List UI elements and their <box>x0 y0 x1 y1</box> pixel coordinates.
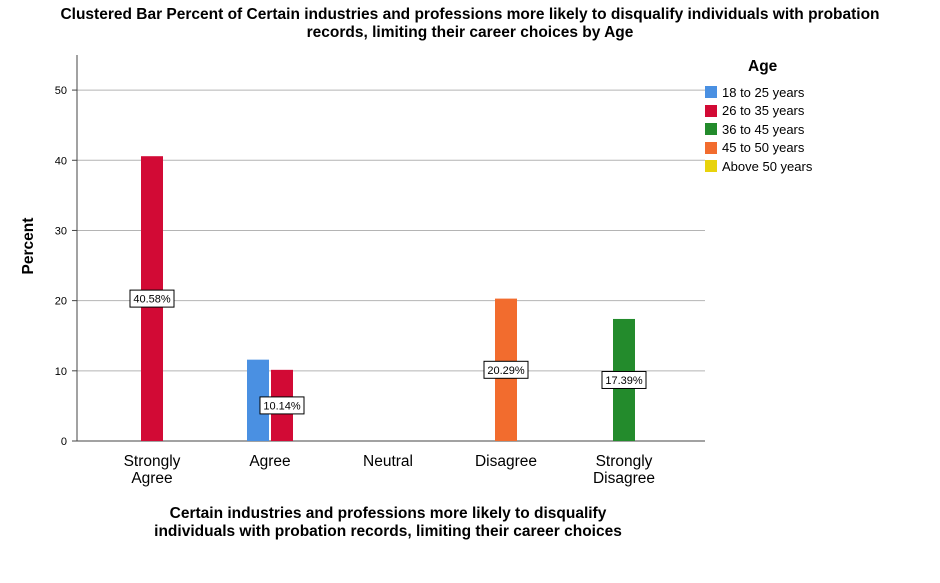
legend-title: Age <box>748 58 778 75</box>
data-label: 40.58% <box>133 294 171 306</box>
data-label-box <box>483 360 529 379</box>
x-axis-label: Certain industries and professions more … <box>88 505 688 541</box>
y-axis-label: Percent <box>20 217 37 275</box>
y-tick-label: 10 <box>55 366 67 378</box>
x-axis-label-line-2: individuals with probation records, limi… <box>154 523 622 540</box>
data-label-box <box>601 370 647 389</box>
legend-label: 18 to 25 years <box>722 84 805 100</box>
chart-title: Clustered Bar Percent of Certain industr… <box>0 6 940 42</box>
legend-label: 26 to 35 years <box>722 103 805 119</box>
y-tick-label: 30 <box>55 225 67 237</box>
bar <box>247 359 269 441</box>
x-tick-label: Agree <box>249 453 290 470</box>
legend-item: 36 to 45 years <box>705 120 812 139</box>
legend-item: Above 50 years <box>705 157 812 176</box>
x-tick-label: Neutral <box>363 453 413 470</box>
data-label-box <box>259 396 305 415</box>
legend-item: 18 to 25 years <box>705 83 812 102</box>
data-labels: 40.58% 10.14% 20.29% 17.39% <box>129 289 647 415</box>
data-label: 17.39% <box>605 375 643 387</box>
x-tick-label: Strongly Disagree <box>593 453 655 487</box>
bars <box>141 156 635 441</box>
y-tick-label: 20 <box>55 296 67 308</box>
y-tick-label: 0 <box>61 436 67 448</box>
x-axis-label-line-1: Certain industries and professions more … <box>169 505 607 522</box>
legend-label: 45 to 50 years <box>722 140 805 156</box>
data-label-box <box>129 289 175 308</box>
legend-label: Above 50 years <box>722 158 813 174</box>
legend: Age 18 to 25 years 26 to 35 years 36 to 45… <box>705 58 812 176</box>
data-label: 20.29% <box>487 365 525 377</box>
legend-swatch <box>705 160 717 173</box>
y-tick-label: 40 <box>55 155 67 167</box>
axes: 0 10 20 30 40 50 Strongly Agree Agree Neutral Disa… <box>55 55 705 487</box>
data-label: 10.14% <box>263 400 301 412</box>
legend-swatch <box>705 141 717 154</box>
legend-swatch <box>705 86 717 99</box>
legend-swatch <box>705 123 717 136</box>
x-tick-label: Strongly Agree <box>124 453 181 487</box>
y-tick-label: 50 <box>55 85 67 97</box>
legend-swatch <box>705 104 717 117</box>
legend-item: 26 to 35 years <box>705 102 812 121</box>
legend-label: 36 to 45 years <box>722 121 805 137</box>
chart-title-line-2: records, limiting their career choices b… <box>306 24 634 41</box>
legend-item: 45 to 50 years <box>705 139 812 158</box>
gridlines <box>77 89 705 372</box>
x-tick-label: Disagree <box>475 453 537 470</box>
chart-title-line-1: Clustered Bar Percent of Certain industr… <box>60 6 880 23</box>
